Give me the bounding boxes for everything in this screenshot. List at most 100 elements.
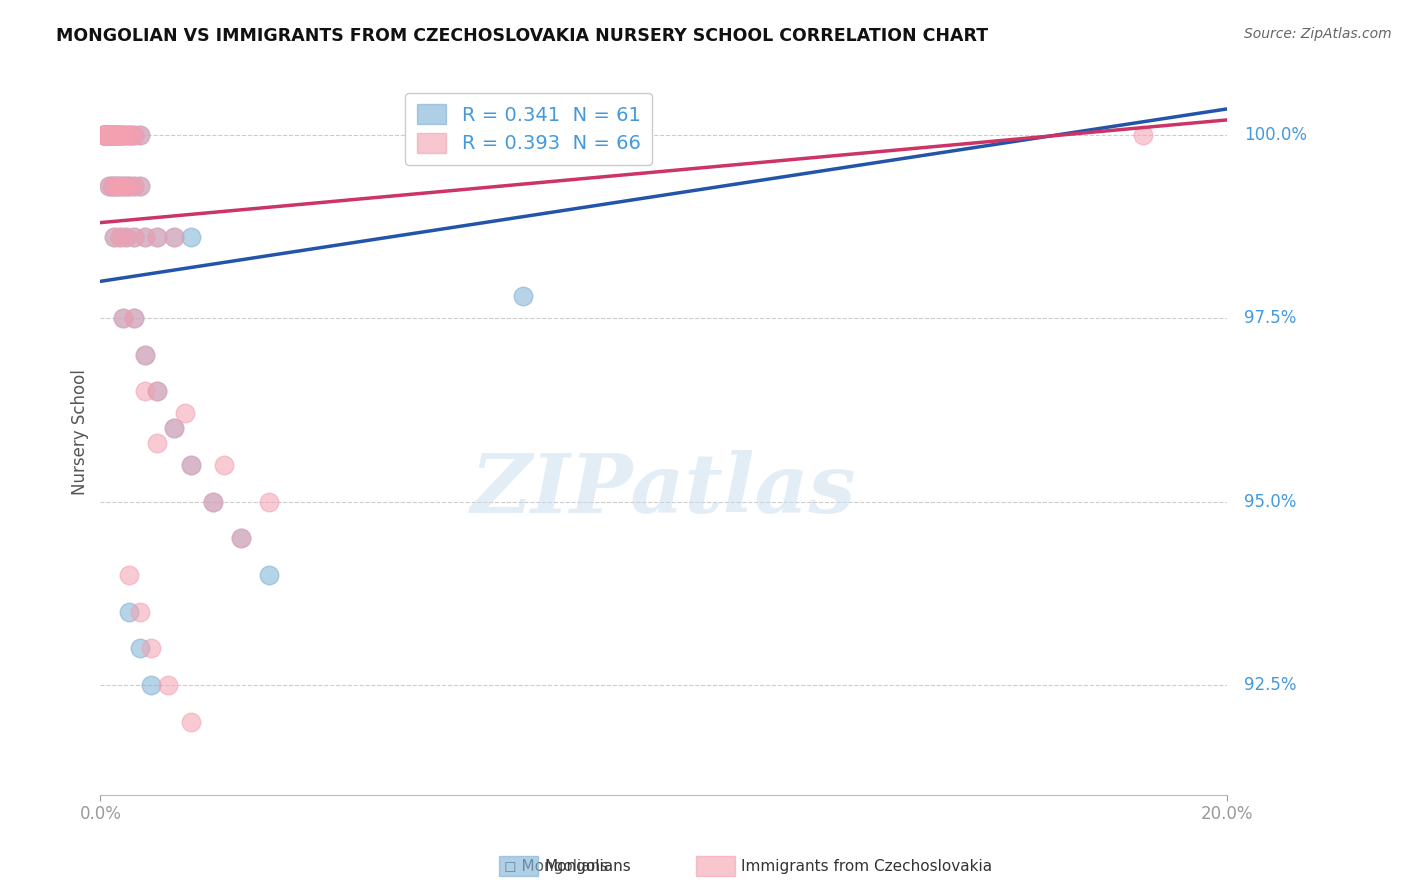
Point xyxy=(111,128,134,142)
Point xyxy=(104,128,127,142)
Point xyxy=(94,128,117,142)
Text: MONGOLIAN VS IMMIGRANTS FROM CZECHOSLOVAKIA NURSERY SCHOOL CORRELATION CHART: MONGOLIAN VS IMMIGRANTS FROM CZECHOSLOVA… xyxy=(56,27,988,45)
Point xyxy=(100,178,122,193)
Point xyxy=(97,128,120,142)
Point xyxy=(117,568,139,582)
Point xyxy=(162,421,184,435)
Point xyxy=(103,178,125,193)
Text: ZIPatlas: ZIPatlas xyxy=(471,450,856,530)
Point xyxy=(105,178,128,193)
Point xyxy=(100,128,122,142)
Point xyxy=(96,128,118,142)
Text: 95.0%: 95.0% xyxy=(1244,492,1296,510)
Point xyxy=(100,178,122,193)
Point xyxy=(100,128,122,142)
Point xyxy=(122,128,145,142)
Point xyxy=(111,311,134,326)
Point xyxy=(117,128,139,142)
Point xyxy=(162,230,184,244)
Text: 100.0%: 100.0% xyxy=(1244,126,1308,144)
Point xyxy=(97,128,120,142)
Point xyxy=(104,128,127,142)
Point xyxy=(202,494,225,508)
Point xyxy=(103,178,125,193)
Point xyxy=(94,128,117,142)
Point xyxy=(162,230,184,244)
Point xyxy=(108,230,131,244)
Point xyxy=(101,128,124,142)
Point xyxy=(111,128,134,142)
Point xyxy=(97,178,120,193)
Point xyxy=(96,128,118,142)
Point xyxy=(117,128,139,142)
Point xyxy=(134,230,156,244)
Point xyxy=(122,311,145,326)
Point xyxy=(122,178,145,193)
Point xyxy=(128,605,150,619)
Point xyxy=(98,128,121,142)
Point xyxy=(105,128,128,142)
Point xyxy=(145,230,167,244)
Point xyxy=(108,128,131,142)
Point xyxy=(179,458,201,472)
Point xyxy=(111,178,134,193)
Point xyxy=(108,128,131,142)
Point xyxy=(114,128,136,142)
Point xyxy=(114,178,136,193)
Point xyxy=(122,128,145,142)
Point xyxy=(512,289,534,303)
Point xyxy=(103,128,125,142)
Point xyxy=(156,678,179,692)
Point xyxy=(145,230,167,244)
Point xyxy=(103,230,125,244)
Text: 92.5%: 92.5% xyxy=(1244,676,1296,694)
Point xyxy=(93,128,115,142)
Point xyxy=(128,178,150,193)
Point xyxy=(122,230,145,244)
Point xyxy=(100,128,122,142)
Point xyxy=(93,128,115,142)
Text: Mongolians: Mongolians xyxy=(544,859,631,873)
Point xyxy=(111,311,134,326)
Point xyxy=(145,384,167,399)
Text: 97.5%: 97.5% xyxy=(1244,309,1296,327)
Point xyxy=(108,230,131,244)
Point xyxy=(111,128,134,142)
Point xyxy=(100,128,122,142)
Point xyxy=(98,128,121,142)
Point xyxy=(94,128,117,142)
Point xyxy=(128,178,150,193)
Point xyxy=(105,128,128,142)
Point xyxy=(179,458,201,472)
Point xyxy=(139,641,162,656)
Point xyxy=(231,531,253,545)
Point xyxy=(91,128,114,142)
Point xyxy=(139,678,162,692)
Point xyxy=(120,128,142,142)
Y-axis label: Nursery School: Nursery School xyxy=(72,369,89,495)
Point xyxy=(98,128,121,142)
Point xyxy=(128,641,150,656)
Point xyxy=(91,128,114,142)
Point xyxy=(122,230,145,244)
Point xyxy=(107,128,129,142)
Point xyxy=(93,128,115,142)
Point xyxy=(105,128,128,142)
Point xyxy=(114,178,136,193)
Point xyxy=(134,384,156,399)
Point xyxy=(94,128,117,142)
Point xyxy=(93,128,115,142)
Text: Immigrants from Czechoslovakia: Immigrants from Czechoslovakia xyxy=(741,859,993,873)
Point xyxy=(100,128,122,142)
Point xyxy=(259,494,281,508)
Point xyxy=(97,128,120,142)
Point xyxy=(173,407,195,421)
Point xyxy=(97,128,120,142)
Point xyxy=(111,128,134,142)
Point xyxy=(162,421,184,435)
Point xyxy=(96,128,118,142)
Point xyxy=(202,494,225,508)
Point xyxy=(134,348,156,362)
Point xyxy=(1132,128,1154,142)
Point xyxy=(117,605,139,619)
